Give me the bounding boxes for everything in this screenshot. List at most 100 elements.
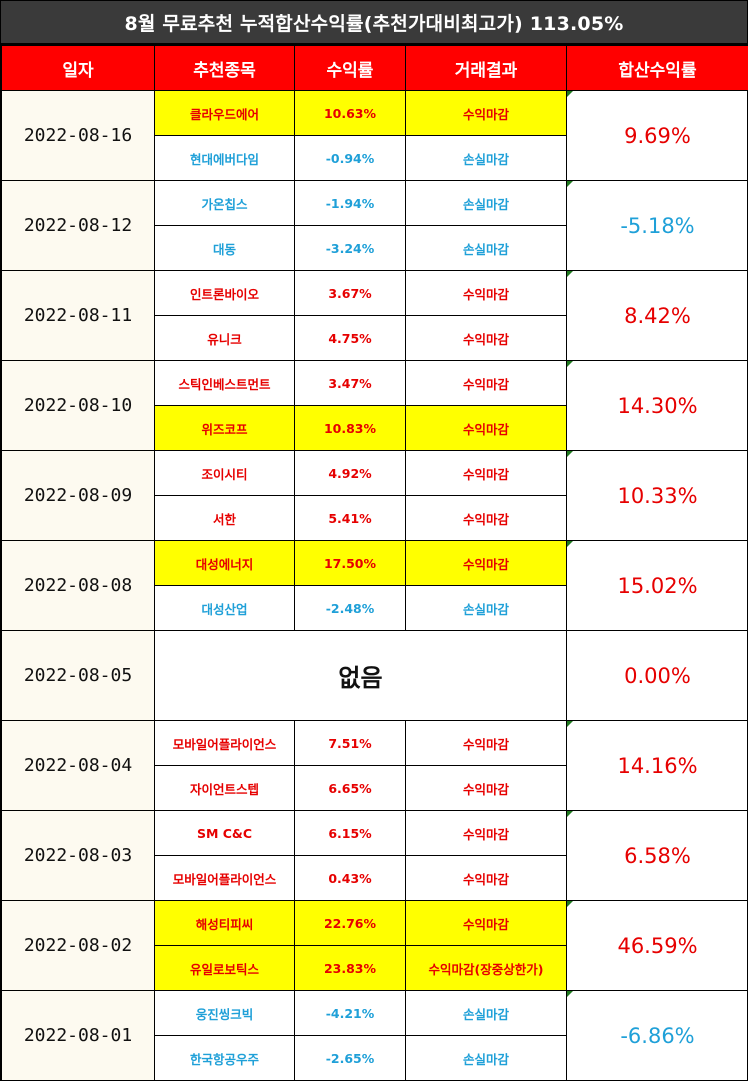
table-row: 자이언트스텝 6.65% 수익마감 xyxy=(2,765,748,811)
table-row: 대동 -3.24% 손실마감 xyxy=(2,225,748,271)
comment-marker xyxy=(567,451,573,457)
trade-result-cell: 수익마감 xyxy=(405,720,567,766)
comment-marker xyxy=(567,541,573,547)
total-return-cell: -6.86% xyxy=(566,990,748,1081)
total-return-value: 14.30% xyxy=(617,393,698,418)
total-return-cell: 14.30% xyxy=(566,360,748,451)
trade-result-cell: 수익마감 xyxy=(405,315,567,361)
stock-name-cell: 유일로보틱스 xyxy=(154,945,295,991)
table-row: 유일로보틱스 23.83% 수익마감(장중상한가) xyxy=(2,945,748,991)
stock-name-cell: 서한 xyxy=(154,495,295,541)
stock-name-cell: 클라우드에어 xyxy=(154,90,295,136)
date-cell: 2022-08-02 xyxy=(1,900,155,991)
date-cell: 2022-08-08 xyxy=(1,540,155,631)
table-row: 2022-08-05 없음 0.00% xyxy=(1,630,748,721)
return-cell: 23.83% xyxy=(294,945,406,991)
return-cell: 4.92% xyxy=(294,450,406,496)
table-row: 2022-08-02 해성티피씨 22.76% 수익마감 46.59% xyxy=(1,900,748,991)
table-row: 2022-08-09 조이시티 4.92% 수익마감 10.33% xyxy=(1,450,748,541)
stock-name-cell: 대성산업 xyxy=(154,585,295,631)
header-return: 수익률 xyxy=(294,45,406,91)
total-return-cell: 6.58% xyxy=(566,810,748,901)
total-return-value: 6.58% xyxy=(624,843,691,868)
table-row: 서한 5.41% 수익마감 xyxy=(2,495,748,541)
date-cell: 2022-08-05 xyxy=(1,630,155,721)
table-row: 2022-08-10 스틱인베스트먼트 3.47% 수익마감 14.30% xyxy=(1,360,748,451)
comment-marker xyxy=(567,901,573,907)
trade-result-cell: 수익마감 xyxy=(405,450,567,496)
header-result: 거래결과 xyxy=(405,45,567,91)
header-total: 합산수익률 xyxy=(566,45,748,91)
stock-name-cell: 인트론바이오 xyxy=(154,270,295,316)
trade-result-cell: 수익마감 xyxy=(405,765,567,811)
stock-name-cell: 자이언트스텝 xyxy=(154,765,295,811)
table-row: 한국항공우주 -2.65% 손실마감 xyxy=(2,1035,748,1081)
date-cell: 2022-08-12 xyxy=(1,180,155,271)
header-date: 일자 xyxy=(1,45,155,91)
total-return-value: 15.02% xyxy=(617,573,698,598)
return-cell: -0.94% xyxy=(294,135,406,181)
table-row: 유니크 4.75% 수익마감 xyxy=(2,315,748,361)
total-return-cell: 0.00% xyxy=(566,630,748,721)
stock-name-cell: 한국항공우주 xyxy=(154,1035,295,1081)
trade-result-cell: 수익마감 xyxy=(405,405,567,451)
table-row: 대성산업 -2.48% 손실마감 xyxy=(2,585,748,631)
header-stock: 추천종목 xyxy=(154,45,295,91)
trade-result-cell: 수익마감(장중상한가) xyxy=(405,945,567,991)
table-row: 2022-08-01 웅진씽크빅 -4.21% 손실마감 -6.86% xyxy=(1,990,748,1081)
date-cell: 2022-08-09 xyxy=(1,450,155,541)
date-cell: 2022-08-11 xyxy=(1,270,155,361)
total-return-value: 14.16% xyxy=(617,753,698,778)
return-cell: -1.94% xyxy=(294,180,406,226)
trade-result-cell: 손실마감 xyxy=(405,585,567,631)
return-cell: -4.21% xyxy=(294,990,406,1036)
trade-result-cell: 손실마감 xyxy=(405,1035,567,1081)
return-cell: -3.24% xyxy=(294,225,406,271)
comment-marker xyxy=(567,91,573,97)
return-cell: 4.75% xyxy=(294,315,406,361)
stock-name-cell: 유니크 xyxy=(154,315,295,361)
return-cell: 17.50% xyxy=(294,540,406,586)
comment-marker xyxy=(567,181,573,187)
table-row: 2022-08-08 대성에너지 17.50% 수익마감 15.02% xyxy=(1,540,748,631)
return-cell: 22.76% xyxy=(294,900,406,946)
trade-result-cell: 손실마감 xyxy=(405,135,567,181)
return-cell: 3.67% xyxy=(294,270,406,316)
total-return-value: -5.18% xyxy=(620,213,695,238)
date-cell: 2022-08-01 xyxy=(1,990,155,1081)
date-cell: 2022-08-04 xyxy=(1,720,155,811)
stock-name-cell: 대동 xyxy=(154,225,295,271)
results-table: 일자 추천종목 수익률 거래결과 합산수익률 2022-08-16 클라우드에어 1… xyxy=(1,45,748,1081)
comment-marker xyxy=(567,991,573,997)
total-return-cell: 9.69% xyxy=(566,90,748,181)
trade-result-cell: 수익마감 xyxy=(405,540,567,586)
return-cell: 5.41% xyxy=(294,495,406,541)
total-return-cell: 14.16% xyxy=(566,720,748,811)
return-cell: 6.65% xyxy=(294,765,406,811)
total-return-cell: 46.59% xyxy=(566,900,748,991)
trade-result-cell: 수익마감 xyxy=(405,495,567,541)
table-row: 2022-08-16 클라우드에어 10.63% 수익마감 9.69% xyxy=(1,90,748,181)
stock-name-cell: 위즈코프 xyxy=(154,405,295,451)
total-return-value: 8.42% xyxy=(624,303,691,328)
date-cell: 2022-08-10 xyxy=(1,360,155,451)
return-cell: -2.65% xyxy=(294,1035,406,1081)
trade-result-cell: 수익마감 xyxy=(405,90,567,136)
trade-result-cell: 수익마감 xyxy=(405,270,567,316)
stock-name-cell: 가온칩스 xyxy=(154,180,295,226)
no-pick-cell: 없음 xyxy=(154,630,567,721)
date-cell: 2022-08-16 xyxy=(1,90,155,181)
header-row: 일자 추천종목 수익률 거래결과 합산수익률 xyxy=(1,45,748,91)
table-row: 2022-08-11 인트론바이오 3.67% 수익마감 8.42% xyxy=(1,270,748,361)
comment-marker xyxy=(567,271,573,277)
stock-name-cell: 웅진씽크빅 xyxy=(154,990,295,1036)
return-cell: -2.48% xyxy=(294,585,406,631)
total-return-value: 10.33% xyxy=(617,483,698,508)
return-cell: 3.47% xyxy=(294,360,406,406)
total-return-cell: 8.42% xyxy=(566,270,748,361)
trade-result-cell: 손실마감 xyxy=(405,225,567,271)
trade-result-cell: 수익마감 xyxy=(405,855,567,901)
table-row: 2022-08-04 모바일어플라이언스 7.51% 수익마감 14.16% xyxy=(1,720,748,811)
stock-name-cell: 대성에너지 xyxy=(154,540,295,586)
table-row: 2022-08-12 가온칩스 -1.94% 손실마감 -5.18% xyxy=(1,180,748,271)
